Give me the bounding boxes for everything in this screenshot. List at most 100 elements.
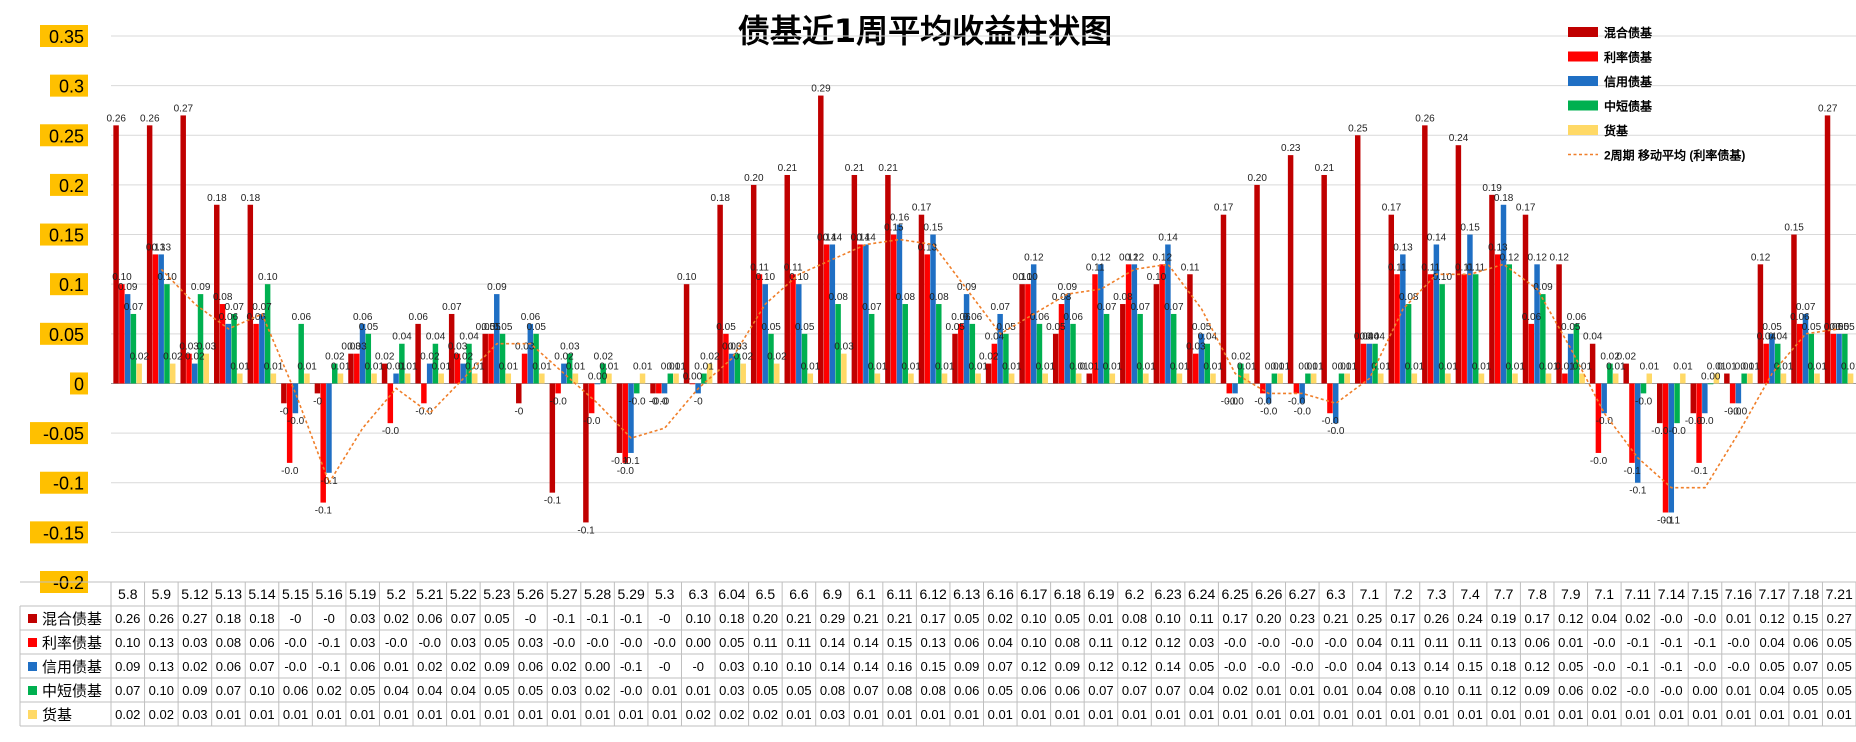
table-cell: 0.05 xyxy=(1793,683,1818,698)
table-cell: 0.01 xyxy=(1122,707,1147,722)
table-cell: -0.0 xyxy=(553,635,575,650)
bar xyxy=(1556,264,1562,384)
table-cell: 0.09 xyxy=(484,659,509,674)
table-cell: 0.01 xyxy=(1759,707,1784,722)
table-cell: 0.01 xyxy=(1726,611,1751,626)
bar xyxy=(365,333,372,384)
legend-label: 货基 xyxy=(1604,123,1629,138)
bar-label: 0.14 xyxy=(851,232,871,243)
category-label: 7.21 xyxy=(1826,586,1853,602)
table-cell: 0.13 xyxy=(1491,635,1516,650)
bar xyxy=(337,373,344,384)
bar-label: 0.04 xyxy=(1365,332,1385,343)
table-cell: 0.07 xyxy=(1155,683,1180,698)
bar xyxy=(1741,373,1747,384)
table-cell: -0.0 xyxy=(1694,659,1716,674)
bar-label: 0.04 xyxy=(426,332,446,343)
bar xyxy=(997,313,1003,384)
bar-label: -0 xyxy=(313,396,322,407)
bar-label: 0.10 xyxy=(1013,272,1033,283)
legend-label: 2周期 移动平均 (利率债基) xyxy=(1604,148,1745,163)
bar-label: 0.01 xyxy=(661,362,681,373)
table-cell: 0.01 xyxy=(1357,707,1382,722)
bar xyxy=(969,323,976,384)
bar-label: -0.0 xyxy=(1635,396,1653,407)
bar xyxy=(1327,383,1333,414)
table-cell: 0.11 xyxy=(787,635,811,650)
table-cell: -0.0 xyxy=(1325,635,1347,650)
table-cell: 0.01 xyxy=(988,707,1013,722)
table-cell: -0.0 xyxy=(620,683,642,698)
bar xyxy=(1713,373,1720,384)
bar xyxy=(1774,343,1781,384)
table-cell: 0.10 xyxy=(786,659,811,674)
category-label: 7.4 xyxy=(1460,586,1480,602)
table-cell: 0.07 xyxy=(216,683,241,698)
y-tick-label: 0.2 xyxy=(59,176,84,196)
bar-label: -0 xyxy=(280,406,289,417)
bar xyxy=(740,363,746,384)
bar-label: 0.01 xyxy=(935,362,955,373)
y-tick-label: 0.35 xyxy=(49,27,84,47)
bar xyxy=(1076,373,1082,384)
bar-label: 0.05 xyxy=(761,322,781,333)
table-cell: 0.12 xyxy=(1558,611,1583,626)
bar xyxy=(1612,373,1619,384)
bar xyxy=(1310,373,1317,384)
table-cell: 0.25 xyxy=(1357,611,1382,626)
bar-label: 0.10 xyxy=(789,272,809,283)
bar-label: 0.12 xyxy=(1125,252,1145,263)
bar-label: 0.03 xyxy=(722,342,742,353)
bar xyxy=(113,125,119,384)
bar xyxy=(1137,313,1143,384)
table-cell: 0.12 xyxy=(1088,659,1113,674)
table-cell: 0.05 xyxy=(484,683,509,698)
table-cell: 0.07 xyxy=(853,683,878,698)
category-label: 5.3 xyxy=(655,586,675,602)
table-cell: 0.23 xyxy=(1290,611,1315,626)
bar xyxy=(750,184,757,384)
table-cell: 0.06 xyxy=(1558,683,1583,698)
bar-label: 0.15 xyxy=(923,223,943,234)
category-label: 7.9 xyxy=(1561,586,1581,602)
category-label: 6.25 xyxy=(1222,586,1249,602)
bar xyxy=(415,323,421,384)
legend-swatch xyxy=(1568,51,1598,62)
bar-label: 0.06 xyxy=(1030,312,1050,323)
table-cell: 0.01 xyxy=(1223,707,1248,722)
bar xyxy=(393,373,399,384)
table-cell: 0.01 xyxy=(1558,635,1583,650)
table-series-name: 货基 xyxy=(42,707,72,724)
table-cell: 0.09 xyxy=(954,659,979,674)
bar-label: 0.10 xyxy=(1018,272,1038,283)
bar-label: 0.02 xyxy=(454,352,474,363)
table-cell: 0.01 xyxy=(1692,707,1717,722)
bar-label: 0.06 xyxy=(1790,312,1810,323)
bar-label: 0.14 xyxy=(856,232,876,243)
bar-label: 0.17 xyxy=(1516,203,1536,214)
bar-label: 0.01 xyxy=(1405,362,1425,373)
bar-label: 0.06 xyxy=(521,312,541,323)
table-cell: 0.01 xyxy=(283,707,308,722)
bar xyxy=(1170,313,1177,384)
bar xyxy=(1472,274,1479,384)
bar-label: 0.01 xyxy=(1640,362,1660,373)
bar-label: 0.13 xyxy=(152,242,172,253)
bar-label: -0.1 xyxy=(1663,516,1681,527)
bar-label: 0.26 xyxy=(140,113,160,124)
bar xyxy=(790,274,796,384)
table-cell: -0 xyxy=(692,659,704,674)
bar xyxy=(259,313,265,384)
bar-label: 0.01 xyxy=(1438,362,1458,373)
category-label: 6.5 xyxy=(756,586,776,602)
table-cell: 0.01 xyxy=(249,707,274,722)
bar-label: -0.0 xyxy=(1730,406,1748,417)
bar-label: 0.12 xyxy=(1751,252,1771,263)
bar xyxy=(1567,333,1574,384)
table-cell: 0.01 xyxy=(853,707,878,722)
bar xyxy=(1589,343,1596,384)
bar xyxy=(1601,383,1607,414)
table-cell: -0.1 xyxy=(1627,635,1649,650)
bar xyxy=(219,304,226,384)
bar xyxy=(1165,244,1171,384)
